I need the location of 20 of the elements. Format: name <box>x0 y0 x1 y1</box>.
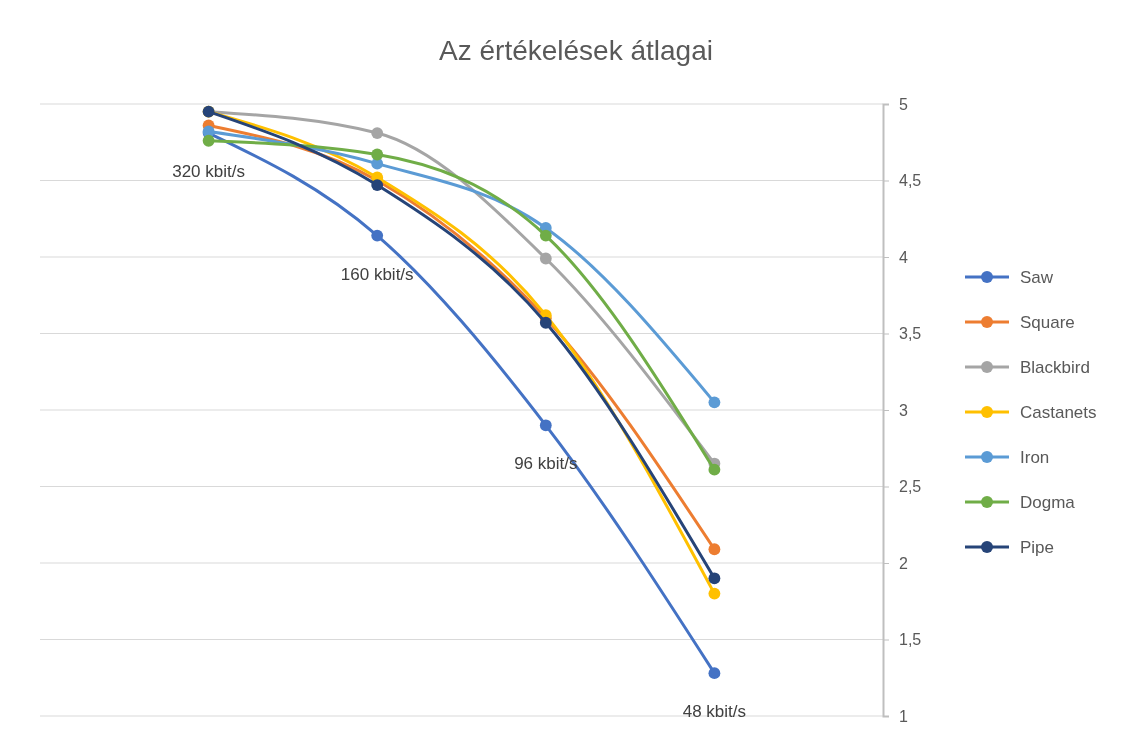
legend-label: Iron <box>1020 448 1050 467</box>
y-tick-label: 2 <box>899 554 908 572</box>
legend-label: Square <box>1020 313 1075 332</box>
chart-title: Az értékelések átlagai <box>439 35 713 66</box>
legend-label: Castanets <box>1020 403 1097 422</box>
y-tick-label: 3 <box>899 401 908 419</box>
legend-label: Dogma <box>1020 493 1076 512</box>
legend-label: Saw <box>1020 268 1054 287</box>
y-tick-label: 4,5 <box>899 172 922 190</box>
y-tick-label: 3,5 <box>899 325 922 343</box>
y-tick-label: 1,5 <box>899 631 922 649</box>
x-tick-label: 320 kbit/s <box>172 162 245 182</box>
y-tick-label: 2,5 <box>899 478 922 496</box>
legend-label: Pipe <box>1020 538 1055 557</box>
y-tick-label: 4 <box>899 248 908 266</box>
y-tick-label: 5 <box>899 95 908 113</box>
x-tick-label: 160 kbit/s <box>340 264 414 284</box>
y-tick-label: 1 <box>899 707 908 725</box>
legend-label: Blackbird <box>1020 358 1090 377</box>
x-tick-label: 48 kbit/s <box>682 702 747 722</box>
